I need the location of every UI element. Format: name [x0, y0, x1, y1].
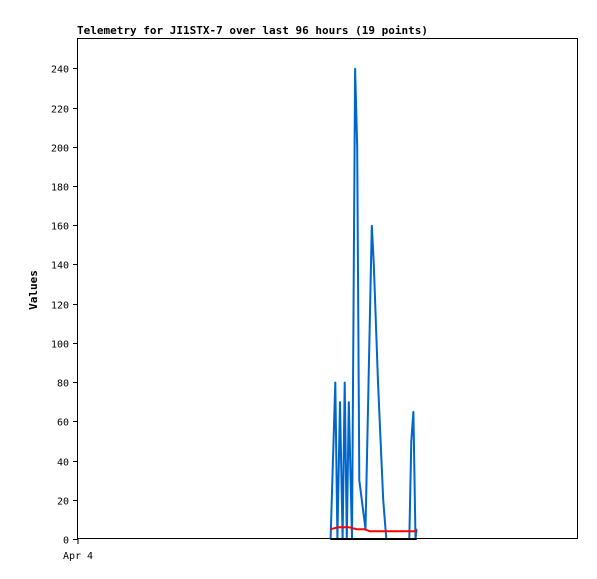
data-point: [356, 528, 358, 530]
data-point: [330, 538, 332, 540]
data-point: [415, 538, 418, 540]
data-point: [330, 528, 332, 530]
data-point: [415, 528, 418, 530]
data-point: [371, 224, 373, 226]
plot-frame: [77, 38, 578, 539]
y-tick-label: 200: [51, 144, 69, 155]
y-tick-label: 20: [57, 497, 69, 508]
data-point: [339, 401, 341, 403]
x-axis-ticks: Apr 4: [63, 539, 93, 562]
data-point: [400, 530, 402, 532]
data-point: [363, 528, 366, 530]
data-point: [344, 381, 346, 383]
y-tick-label: 80: [57, 379, 69, 390]
chart-title: Telemetry for JI1STX-7 over last 96 hour…: [77, 24, 428, 37]
series-2: [330, 538, 418, 540]
y-tick-label: 60: [57, 418, 69, 429]
y-tick-label: 100: [51, 340, 69, 351]
data-point: [373, 263, 375, 266]
y-tick-label: 40: [57, 458, 69, 469]
series-line: [330, 526, 417, 533]
data-point: [412, 410, 414, 413]
series-1: [330, 526, 418, 533]
y-tick-label: 220: [51, 105, 69, 116]
series-layer: [329, 67, 418, 540]
y-tick-label: 0: [63, 536, 69, 547]
data-point: [334, 381, 336, 383]
data-point: [369, 530, 371, 532]
y-tick-label: 160: [51, 222, 69, 233]
y-tick-label: 120: [51, 301, 69, 312]
y-tick-label: 140: [51, 261, 69, 272]
data-point: [358, 479, 360, 481]
data-point: [337, 526, 339, 528]
data-point: [415, 530, 418, 532]
data-point: [410, 440, 412, 442]
x-tick-label: Apr 4: [63, 551, 93, 562]
data-point: [377, 381, 379, 383]
data-point: [348, 401, 350, 403]
data-point: [356, 146, 358, 148]
y-tick-label: 240: [51, 65, 69, 76]
data-point: [382, 499, 384, 501]
y-axis-label: Values: [27, 270, 40, 310]
y-axis-ticks: 0 20 40 60 80 100 120 140 160 180 200 220 240: [51, 65, 78, 547]
data-point: [354, 67, 356, 69]
y-tick-label: 180: [51, 183, 69, 194]
data-point: [348, 526, 350, 528]
